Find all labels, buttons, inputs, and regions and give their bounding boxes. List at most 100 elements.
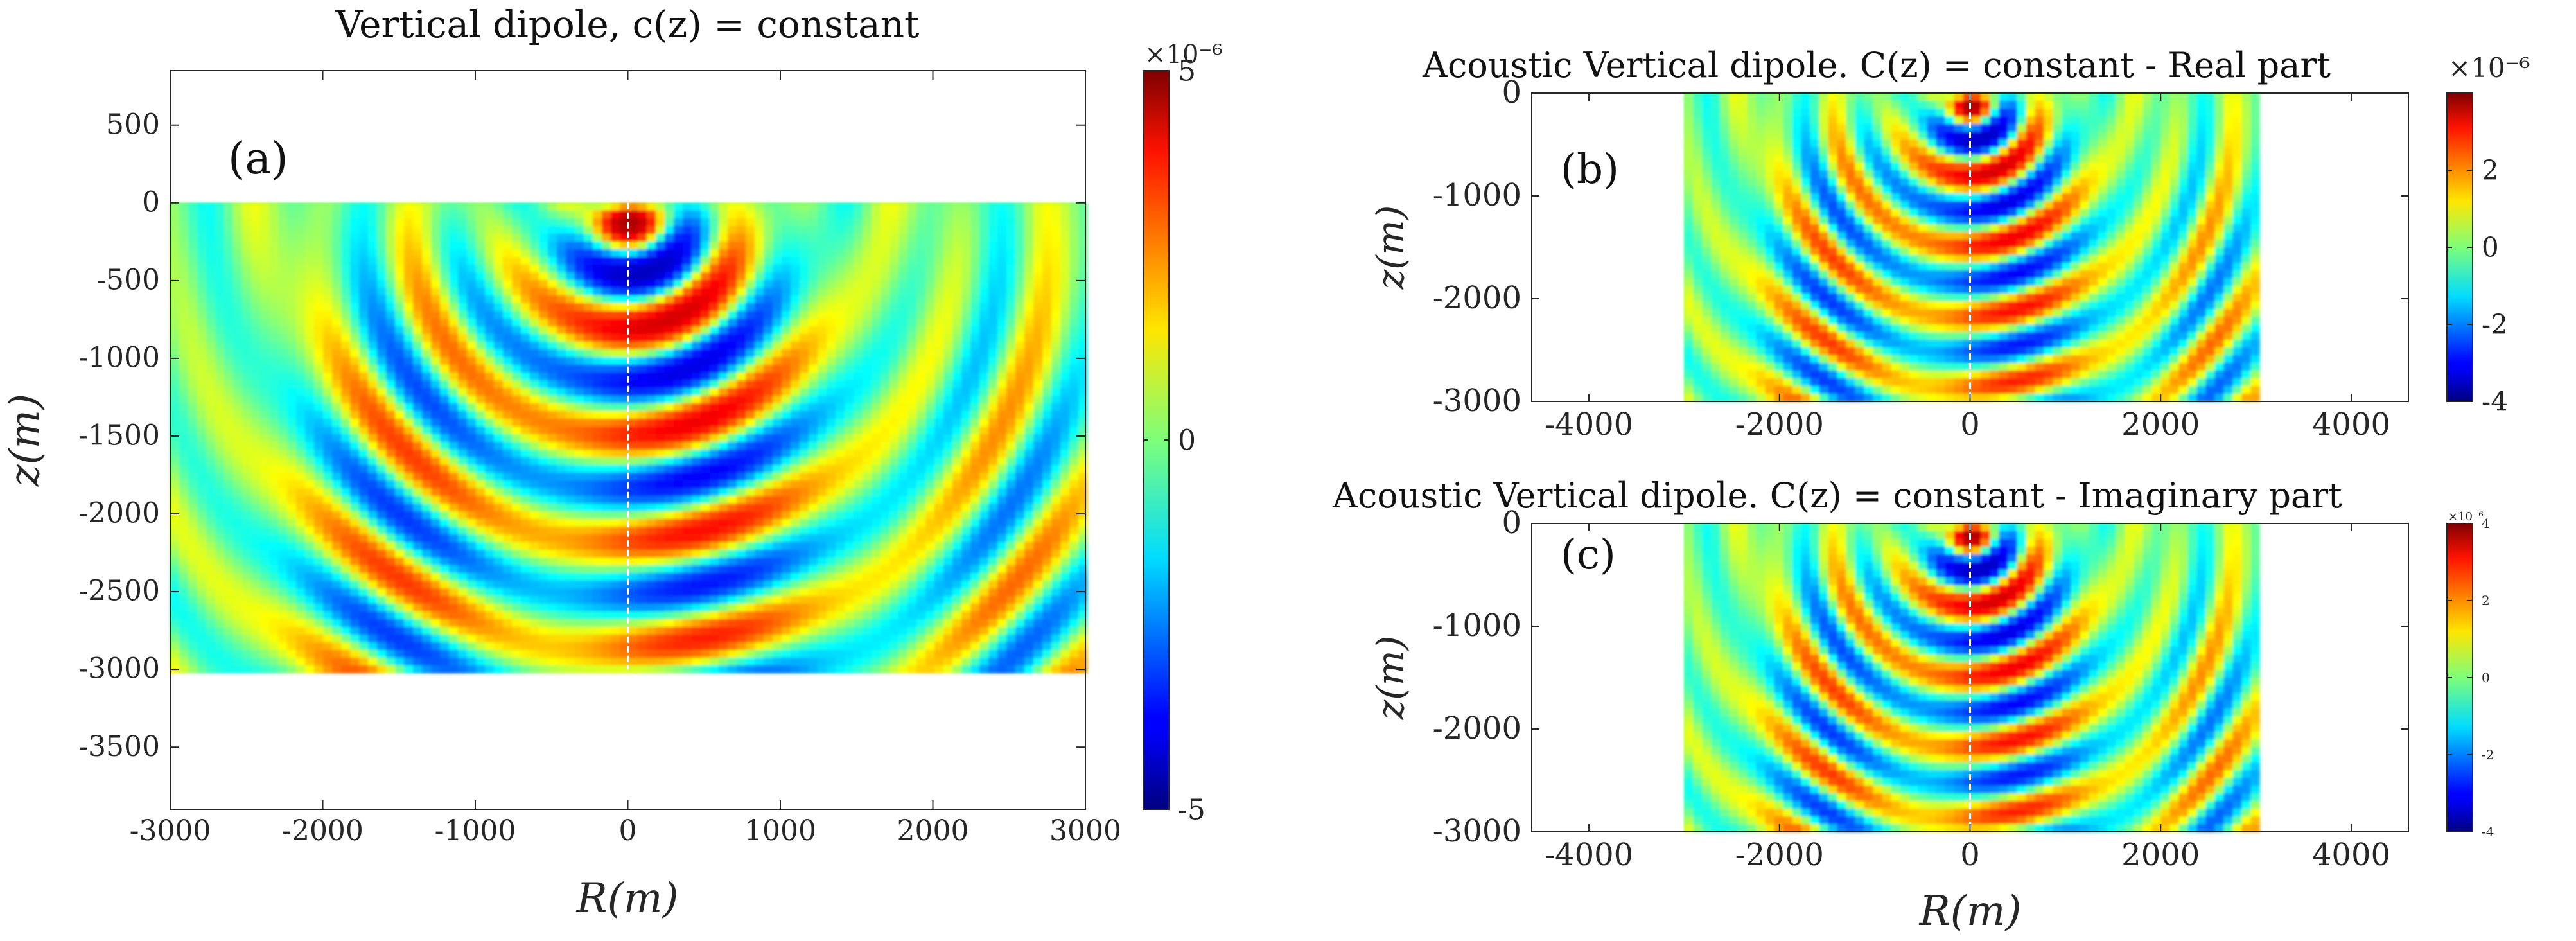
field-cell — [647, 218, 656, 227]
field-cell — [377, 565, 387, 574]
field-cell — [943, 503, 953, 512]
field-cell — [1078, 503, 1088, 512]
field-cell — [791, 202, 800, 211]
field-cell — [503, 403, 513, 412]
field-cell — [845, 495, 854, 504]
field-cell — [1060, 326, 1070, 335]
field-cell — [1060, 549, 1070, 558]
field-cell — [952, 495, 962, 504]
field-cell — [197, 387, 207, 396]
field-cell — [395, 218, 405, 227]
field-cell — [764, 326, 773, 335]
field-cell — [548, 565, 557, 574]
field-cell — [647, 326, 656, 335]
field-cell — [206, 287, 216, 296]
field-cell — [611, 333, 620, 342]
field-cell — [755, 202, 764, 211]
field-cell — [566, 380, 575, 389]
field-cell — [278, 488, 288, 497]
field-cell — [665, 349, 674, 358]
field-cell — [809, 426, 818, 435]
field-cell — [548, 310, 557, 319]
field-cell — [656, 541, 665, 550]
field-cell — [773, 441, 782, 450]
field-cell — [1051, 279, 1061, 288]
field-cell — [1060, 541, 1070, 550]
field-cell — [854, 264, 863, 273]
field-cell — [395, 372, 405, 381]
field-cell — [683, 441, 692, 450]
field-cell — [872, 511, 881, 520]
field-cell — [1024, 272, 1034, 281]
field-cell — [359, 202, 369, 211]
field-cell — [224, 326, 234, 335]
field-cell — [836, 395, 845, 404]
field-cell — [620, 557, 629, 566]
field-cell — [827, 449, 836, 458]
field-cell — [755, 434, 764, 443]
field-cell — [386, 218, 396, 227]
field-cell — [494, 218, 504, 227]
field-cell — [800, 233, 809, 242]
field-cell — [188, 372, 198, 381]
field-cell — [1033, 534, 1043, 543]
field-cell — [287, 256, 297, 265]
field-cell — [1033, 488, 1043, 497]
field-cell — [197, 372, 207, 381]
field-cell — [287, 472, 297, 481]
field-cell — [278, 534, 288, 543]
field-cell — [881, 326, 890, 335]
field-cell — [952, 434, 962, 443]
field-cell — [701, 541, 710, 550]
field-cell — [242, 341, 252, 350]
field-cell — [296, 326, 306, 335]
field-cell — [440, 395, 450, 404]
field-cell — [881, 364, 890, 373]
field-cell — [746, 295, 755, 304]
field-cell — [413, 310, 423, 319]
field-cell — [584, 333, 593, 342]
field-cell — [988, 426, 998, 435]
field-cell — [719, 410, 728, 419]
field-cell — [431, 503, 441, 512]
field-cell — [836, 295, 845, 304]
field-cell — [620, 472, 629, 481]
field-cell — [476, 418, 486, 427]
field-cell — [422, 272, 432, 281]
field-cell — [934, 557, 944, 566]
field-cell — [467, 233, 477, 242]
field-cell — [764, 349, 773, 358]
field-cell — [638, 349, 647, 358]
field-cell — [278, 565, 288, 574]
field-cell — [710, 464, 719, 473]
field-cell — [242, 426, 252, 435]
field-cell — [359, 210, 369, 219]
field-cell — [278, 572, 288, 581]
field-cell — [557, 511, 566, 520]
field-cell — [683, 472, 692, 481]
field-cell — [332, 279, 342, 288]
field-cell — [287, 349, 297, 358]
field-cell — [701, 256, 710, 265]
field-cell — [809, 349, 818, 358]
field-cell — [1015, 572, 1025, 581]
field-cell — [485, 495, 495, 504]
field-cell — [818, 326, 827, 335]
field-cell — [449, 464, 459, 473]
field-cell — [925, 210, 935, 219]
field-cell — [1060, 333, 1070, 342]
field-cell — [215, 364, 225, 373]
field-cell — [701, 264, 710, 273]
field-cell — [611, 549, 620, 558]
field-cell — [988, 410, 998, 419]
field-cell — [368, 279, 378, 288]
field-cell — [898, 403, 908, 412]
field-cell — [656, 202, 665, 211]
field-cell — [503, 457, 513, 466]
field-cell — [251, 356, 261, 365]
field-cell — [197, 249, 207, 258]
field-cell — [359, 441, 369, 450]
field-cell — [647, 426, 656, 435]
field-cell — [907, 480, 917, 489]
field-cell — [701, 349, 710, 358]
